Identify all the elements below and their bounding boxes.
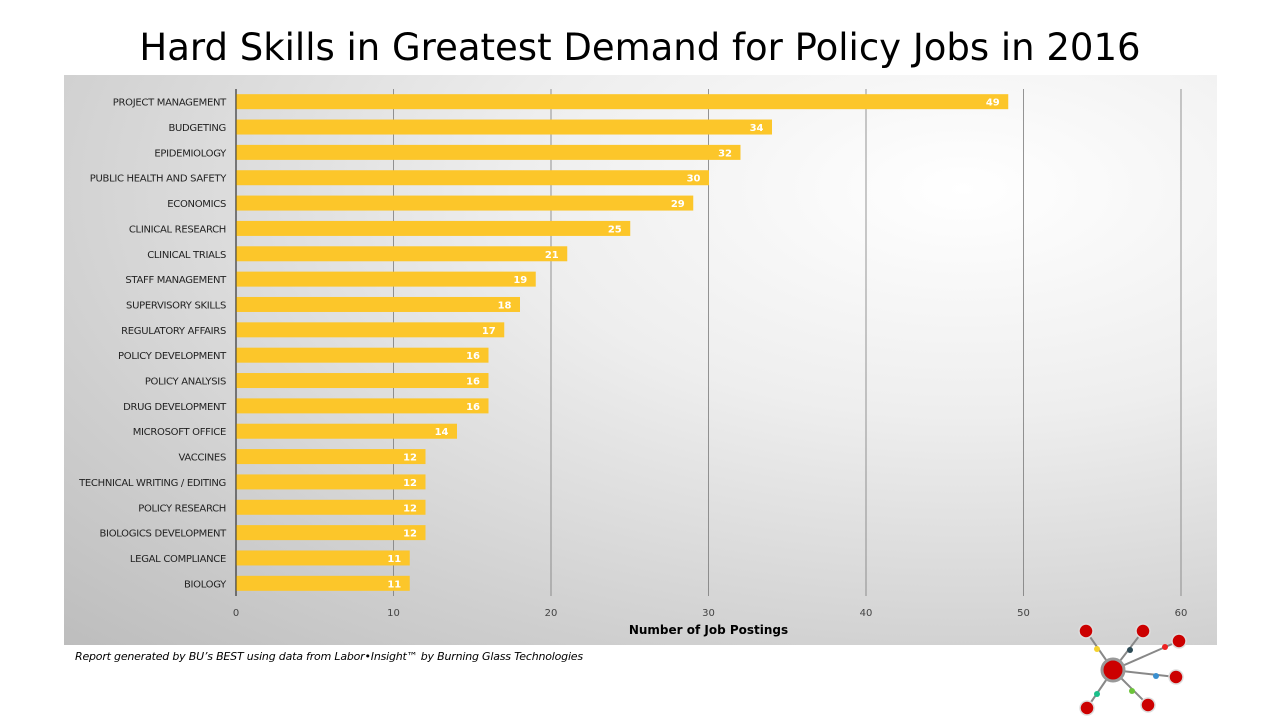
category-label: BIOLOGICS DEVELOPMENT — [99, 529, 227, 540]
x-tick-label: 0 — [233, 608, 239, 619]
category-label: STAFF MANAGEMENT — [125, 275, 227, 286]
category-label: TECHNICAL WRITING / EDITING — [78, 478, 226, 489]
bar — [236, 246, 568, 262]
bar — [236, 347, 489, 363]
bar — [236, 220, 631, 236]
category-label: PUBLIC HEALTH AND SAFETY — [90, 174, 227, 185]
bar — [236, 373, 489, 389]
data-label: 49 — [986, 98, 1000, 109]
data-label: 14 — [435, 427, 449, 438]
category-label: SUPERVISORY SKILLS — [126, 300, 226, 311]
category-label: CLINICAL RESEARCH — [129, 224, 226, 235]
x-tick-label: 60 — [1175, 608, 1188, 619]
category-label: POLICY DEVELOPMENT — [118, 351, 227, 362]
data-label: 12 — [403, 453, 417, 464]
bar — [236, 550, 410, 566]
data-label: 12 — [403, 503, 417, 514]
x-tick-label: 20 — [545, 608, 558, 619]
bar — [236, 449, 426, 465]
data-label: 19 — [513, 275, 527, 286]
bar — [236, 322, 505, 338]
data-label: 11 — [387, 579, 401, 590]
data-label: 29 — [671, 199, 685, 210]
category-label: BIOLOGY — [184, 579, 227, 590]
bar — [236, 119, 772, 135]
data-label: 34 — [750, 123, 764, 134]
network-logo-icon — [1078, 623, 1187, 716]
category-label: BUDGETING — [168, 123, 226, 134]
category-label: CLINICAL TRIALS — [147, 250, 226, 261]
data-label: 25 — [608, 224, 622, 235]
data-label: 17 — [482, 326, 496, 337]
category-label: VACCINES — [178, 453, 226, 464]
bar-chart: 0 10 20 30 40 50 60 PROJECT MANAGEMENT 49 BUDGETI… — [78, 89, 1188, 637]
data-label: 21 — [545, 250, 559, 261]
chart-title: Hard Skills in Greatest Demand for Polic… — [139, 26, 1141, 69]
bar — [236, 296, 520, 312]
category-label: POLICY ANALYSIS — [145, 377, 226, 388]
x-tick-label: 40 — [860, 608, 873, 619]
data-label: 12 — [403, 478, 417, 489]
bar — [236, 423, 457, 439]
bar — [236, 195, 694, 211]
data-label: 32 — [718, 148, 732, 159]
bar — [236, 525, 426, 541]
bar — [236, 575, 410, 591]
category-label: DRUG DEVELOPMENT — [123, 402, 227, 413]
bar — [236, 94, 1009, 110]
chart-panel: 0 10 20 30 40 50 60 PROJECT MANAGEMENT 49 BUDGETI… — [64, 75, 1217, 645]
footnote: Report generated by BU’s BEST using data… — [75, 650, 583, 663]
bar — [236, 170, 709, 186]
category-label: POLICY RESEARCH — [138, 503, 226, 514]
bar — [236, 474, 426, 490]
data-label: 16 — [466, 402, 480, 413]
bar — [236, 499, 426, 515]
data-label: 16 — [466, 377, 480, 388]
data-label: 18 — [498, 300, 512, 311]
category-label: LEGAL COMPLIANCE — [130, 554, 226, 565]
data-label: 16 — [466, 351, 480, 362]
x-tick-label: 50 — [1017, 608, 1030, 619]
category-label: PROJECT MANAGEMENT — [113, 98, 227, 109]
category-label: EPIDEMIOLOGY — [154, 148, 227, 159]
x-axis-title: Number of Job Postings — [629, 623, 788, 637]
category-label: REGULATORY AFFAIRS — [121, 326, 226, 337]
data-label: 30 — [687, 174, 701, 185]
x-tick-label: 10 — [387, 608, 400, 619]
data-label: 11 — [387, 554, 401, 565]
category-label: MICROSOFT OFFICE — [133, 427, 226, 438]
data-label: 12 — [403, 529, 417, 540]
x-tick-label: 30 — [702, 608, 715, 619]
bar — [236, 144, 741, 160]
category-label: ECONOMICS — [167, 199, 226, 210]
bar — [236, 271, 536, 287]
bar — [236, 398, 489, 414]
